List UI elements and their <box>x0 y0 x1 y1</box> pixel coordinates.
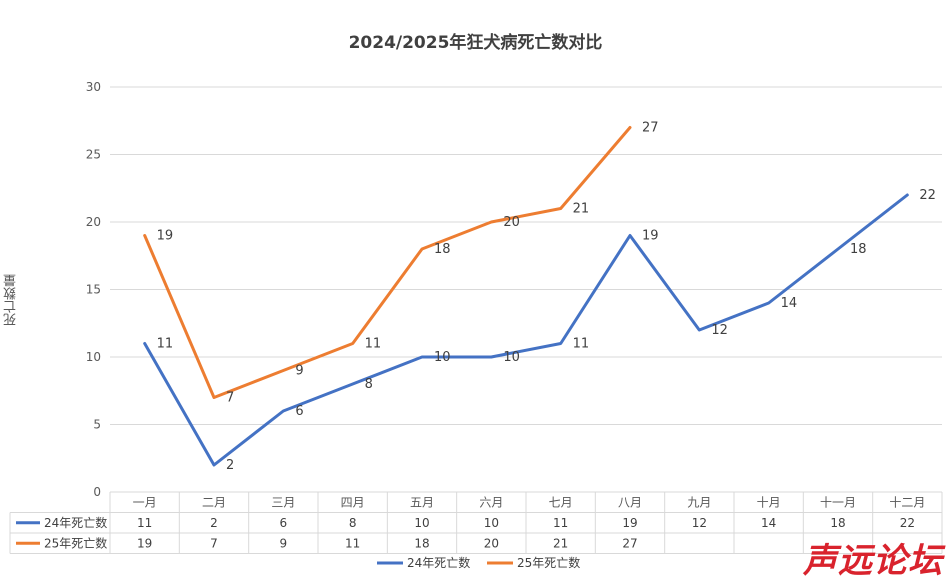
table-cell: 10 <box>414 516 429 530</box>
data-label: 20 <box>503 215 520 230</box>
x-tick-label: 四月 <box>341 496 365 510</box>
data-label: 10 <box>503 350 520 365</box>
x-tick-label: 七月 <box>549 496 573 510</box>
table-cell: 22 <box>900 516 915 530</box>
table-cell: 20 <box>484 537 499 551</box>
chart-title: 2024/2025年狂犬病死亡数对比 <box>348 33 603 53</box>
x-tick-label: 十月 <box>757 496 781 510</box>
x-tick-label: 三月 <box>271 496 295 510</box>
y-tick-label: 20 <box>86 215 101 229</box>
table-cell: 10 <box>484 516 499 530</box>
data-label: 7 <box>226 391 234 406</box>
data-label: 11 <box>365 337 382 352</box>
x-tick-label: 十一月 <box>820 496 856 510</box>
series-line-1 <box>143 193 909 467</box>
table-cell: 7 <box>210 537 218 551</box>
data-label: 9 <box>295 364 303 379</box>
data-label: 8 <box>365 377 373 392</box>
x-tick-label: 五月 <box>410 496 434 510</box>
watermark-logo: 声远论坛 <box>803 541 943 581</box>
data-label: 14 <box>781 296 798 311</box>
data-label: 11 <box>157 337 174 352</box>
x-tick-label: 六月 <box>479 496 503 510</box>
x-tick-label: 二月 <box>202 496 226 510</box>
data-label: 21 <box>573 202 590 217</box>
y-tick-label: 25 <box>86 148 101 162</box>
table-cell: 6 <box>280 516 288 530</box>
y-tick-label: 10 <box>86 350 101 364</box>
data-label: 10 <box>434 350 451 365</box>
y-tick-label: 30 <box>86 80 101 94</box>
data-label: 18 <box>850 242 867 257</box>
table-cell: 18 <box>830 516 845 530</box>
data-label: 12 <box>711 323 728 338</box>
legend-label: 25年死亡数 <box>517 555 580 570</box>
table-cell: 12 <box>692 516 707 530</box>
x-tick-label: 八月 <box>618 496 642 510</box>
table-cell: 11 <box>345 537 360 551</box>
table-cell: 14 <box>761 516 776 530</box>
table-cell: 19 <box>137 537 152 551</box>
table-series-name: 24年死亡数 <box>44 515 107 530</box>
data-label: 6 <box>295 404 303 419</box>
data-label: 27 <box>642 121 659 136</box>
table-cell: 11 <box>553 516 568 530</box>
x-tick-label: 一月 <box>133 496 157 510</box>
table-cell: 18 <box>414 537 429 551</box>
series-line-2 <box>143 126 632 399</box>
legend-label: 24年死亡数 <box>407 555 470 570</box>
table-series-name: 25年死亡数 <box>44 536 107 551</box>
x-tick-label: 九月 <box>687 496 711 510</box>
table-cell: 21 <box>553 537 568 551</box>
data-label: 11 <box>573 337 590 352</box>
data-label: 2 <box>226 458 234 473</box>
table-cell: 11 <box>137 516 152 530</box>
y-tick-label: 5 <box>93 418 101 432</box>
data-label: 19 <box>642 229 659 244</box>
table-cell: 2 <box>210 516 218 530</box>
table-cell: 9 <box>280 537 288 551</box>
table-cell: 27 <box>622 537 637 551</box>
data-label: 18 <box>434 242 451 257</box>
data-label: 22 <box>919 188 936 203</box>
table-cell: 8 <box>349 516 357 530</box>
y-tick-label: 0 <box>93 485 101 499</box>
data-label: 19 <box>157 229 174 244</box>
x-tick-label: 十二月 <box>889 496 925 510</box>
y-tick-label: 15 <box>86 283 101 297</box>
table-cell: 19 <box>622 516 637 530</box>
